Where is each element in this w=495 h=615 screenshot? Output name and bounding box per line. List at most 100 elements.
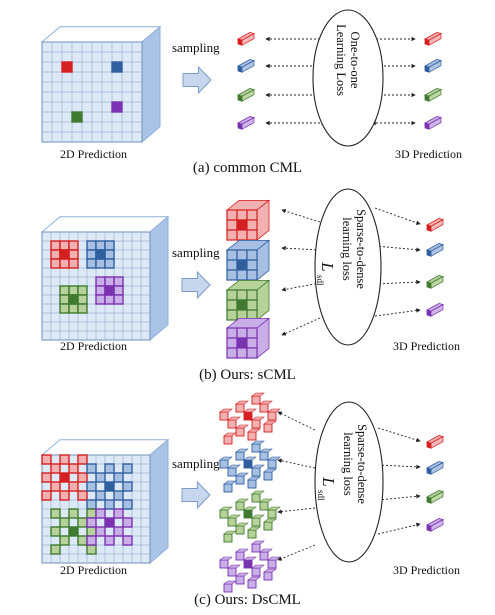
purple-dilated-cell — [122, 517, 133, 528]
purple-dilated-cell — [86, 535, 97, 546]
blue-sparse-voxel-top — [235, 448, 249, 453]
red-sparse-voxel-top — [235, 400, 249, 405]
red-block-cell — [236, 209, 248, 221]
blue-block-cell — [246, 259, 258, 271]
blue-dilated-cell — [113, 490, 124, 501]
voxel3d-green — [426, 281, 432, 289]
voxel3d-blue — [426, 467, 432, 475]
voxel-green — [241, 88, 255, 102]
correspondence-arrow — [377, 464, 421, 470]
blue-sparse-voxel-top — [235, 472, 249, 477]
red-sparse-voxel-top — [251, 392, 265, 397]
green-sparse-voxel-top — [235, 498, 249, 503]
green-neighbor-cell — [68, 285, 79, 296]
purple-dilated-cell — [104, 535, 115, 546]
purple-block-cell — [236, 327, 248, 339]
blue-sparse-voxel-top — [243, 456, 257, 461]
purple-neighbor-cell — [95, 285, 106, 296]
red-dilated-cell — [77, 490, 88, 501]
green-neighbor-cell — [68, 303, 79, 314]
red-sparse-voxel-top — [247, 428, 261, 433]
blue-sparse-voxel-top — [263, 468, 277, 473]
blue-dilated-cell — [86, 463, 97, 474]
blue-sparse-voxel — [247, 479, 257, 489]
purple-neighbor-cell — [113, 276, 124, 287]
red-dilated-cell — [77, 454, 88, 465]
blue-neighbor-cell — [104, 249, 115, 260]
purple-block-cell — [236, 347, 248, 359]
blue-sparse-voxel-top — [251, 440, 265, 445]
green-sparse-voxel-top — [263, 518, 277, 523]
blue-block-cell — [226, 249, 238, 261]
blue-dilated-cell — [113, 472, 124, 483]
blue-sparse-voxel-top — [267, 456, 281, 461]
green-sparse-voxel — [227, 517, 237, 527]
red-center-cell — [59, 249, 70, 260]
purple-block-cell — [236, 337, 248, 349]
cube-side-face — [149, 215, 169, 342]
cube-side-face — [149, 438, 169, 565]
loss-symbol: L — [318, 261, 337, 271]
red-sparse-voxel — [227, 419, 237, 429]
green-block-cell — [246, 299, 258, 311]
blue-neighbor-cell — [86, 240, 97, 251]
caption-c: (c) Ours: DsCML — [194, 592, 301, 608]
blue-neighbor-cell — [86, 249, 97, 260]
green-sparse-voxel-top — [247, 526, 261, 531]
voxel3d-blue — [430, 461, 444, 475]
purple-dilated-cell — [113, 526, 124, 537]
purple-sparse-voxel — [251, 543, 261, 553]
blue-sparse-voxel — [251, 443, 261, 453]
green-pixel — [71, 111, 83, 123]
green-sparse-voxel — [251, 493, 261, 503]
green-sparse-voxel — [259, 501, 269, 511]
green-sparse-voxel-top — [235, 522, 249, 527]
voxel-red — [237, 38, 243, 46]
green-sparse-voxel — [263, 521, 273, 531]
purple-sparse-voxel-top — [263, 568, 277, 573]
purple-block-cell — [246, 327, 258, 339]
voxel-green — [237, 94, 243, 102]
red-neighbor-cell — [68, 249, 79, 260]
green-dilated-cell — [86, 508, 97, 519]
red-sparse-voxel — [251, 419, 261, 429]
red-sparse-voxel-top — [219, 408, 233, 413]
correspondence-arrow — [374, 207, 421, 225]
green-dilated-cell — [86, 526, 97, 537]
purple-sparse-voxel-top — [267, 556, 281, 561]
red-sparse-voxel — [247, 431, 257, 441]
voxel3d-red — [426, 441, 432, 449]
sampling-arrow — [181, 270, 211, 300]
red-sparse-voxel-top — [243, 408, 257, 413]
purple-pixel — [111, 101, 123, 113]
voxel-purple — [241, 116, 255, 130]
loss-subscript: sdl — [315, 275, 325, 286]
red-block-cell — [226, 219, 238, 231]
red-neighbor-cell — [50, 258, 61, 269]
loss-ellipse — [312, 9, 384, 147]
caption-a: (a) common CML — [192, 160, 303, 176]
green-dilated-cell — [68, 508, 79, 519]
blue-sparse-voxel — [251, 467, 261, 477]
blue-dilated-cell — [86, 499, 97, 510]
correspondence-arrow — [277, 458, 316, 469]
red-sparse-voxel-top — [251, 416, 265, 421]
green-block-cell — [226, 289, 238, 301]
blue-neighbor-cell — [95, 258, 106, 269]
voxel3d-red — [424, 38, 430, 46]
purple-block-cell — [226, 327, 238, 339]
red-dilated-cell — [50, 463, 61, 474]
loss-symbol: L — [319, 476, 338, 486]
purple-sparse-voxel — [263, 571, 273, 581]
blue-dilated-cell — [104, 463, 115, 474]
correspondence-arrow — [377, 494, 421, 501]
red-center-cell — [59, 472, 70, 483]
purple-sparse-voxel — [223, 583, 233, 593]
red-block-cell — [226, 209, 238, 221]
green-neighbor-cell — [59, 285, 70, 296]
label-3d-prediction: 3D Prediction — [393, 339, 460, 353]
green-sparse-voxel — [247, 529, 257, 539]
blue-sparse-voxel — [235, 475, 245, 485]
